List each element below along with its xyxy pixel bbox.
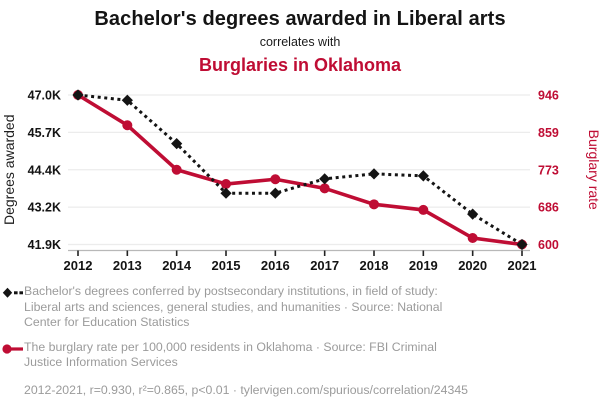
data-point-diamond [417, 170, 429, 182]
legend-label-burglary: The burglary rate per 100,000 residents … [24, 339, 437, 370]
data-point-diamond [171, 138, 183, 150]
page-title: Bachelor's degrees awarded in Liberal ar… [94, 8, 506, 30]
left-axis-tick-label: 43.2K [28, 201, 61, 215]
data-point-circle [122, 120, 133, 131]
correlates-with-label: correlates with [259, 35, 341, 49]
data-point-diamond [269, 187, 281, 199]
data-point-circle [467, 233, 478, 244]
legend-label-degrees: Bachelor's degrees conferred by postseco… [24, 284, 443, 329]
right-axis-title: Burglary rate [586, 130, 600, 210]
right-axis-tick-label: 600 [538, 238, 559, 252]
stats-footer: 2012-2021, r=0.930, r²=0.865, p<0.01 · t… [24, 382, 468, 397]
data-point-diamond [319, 173, 331, 185]
left-axis-tick-label: 47.0K [28, 89, 61, 103]
x-axis-year-label: 2016 [261, 258, 290, 273]
x-axis-year-label: 2017 [310, 258, 339, 273]
x-axis-year-label: 2013 [113, 258, 142, 273]
data-point-diamond [516, 238, 528, 251]
left-axis-tick-label: 44.4K [28, 163, 61, 177]
secondary-title: Burglaries in Oklahoma [198, 55, 402, 75]
right-axis-tick-label: 859 [538, 126, 559, 140]
chart-plot: 47.0K 946 45.7K 859 44.4K 773 43.2K 686 41.9K 600… [1, 89, 600, 274]
data-point-diamond [368, 168, 380, 180]
left-axis-title: Degrees awarded [1, 114, 17, 225]
dashed-diamond-series-marker-icon [2, 287, 23, 298]
right-axis-tick-label: 946 [538, 89, 559, 103]
series-line-left [77, 93, 523, 246]
solid-circle-series-marker-icon [2, 343, 23, 354]
data-point-diamond [121, 94, 133, 106]
data-point-diamond [467, 208, 479, 220]
data-point-circle [270, 174, 281, 185]
data-point-diamond [220, 187, 232, 199]
header: Bachelor's degrees awarded in Liberal ar… [0, 0, 600, 77]
legend: Bachelor's degrees conferred by postseco… [0, 278, 600, 371]
data-point-circle [171, 164, 182, 175]
left-axis-tick-label: 41.9K [28, 238, 61, 252]
data-point-circle [418, 204, 429, 215]
x-axis-year-label: 2014 [162, 258, 192, 273]
x-axis-year-label: 2019 [409, 258, 438, 273]
right-axis-tick-label: 773 [538, 163, 559, 177]
data-point-circle [369, 199, 379, 210]
series-line-right [77, 93, 523, 247]
legend-item-degrees: Bachelor's degrees conferred by postseco… [2, 284, 600, 331]
x-axis-year-label: 2020 [458, 258, 487, 273]
left-axis-tick-label: 45.7K [28, 126, 61, 140]
data-point-diamond [72, 89, 84, 101]
right-axis-tick-label: 686 [538, 201, 559, 215]
data-point-circle [319, 183, 330, 194]
x-axis-year-label: 2018 [360, 258, 389, 273]
legend-item-burglary: The burglary rate per 100,000 residents … [2, 340, 600, 371]
data-point-circle [221, 179, 231, 190]
x-axis-year-label: 2012 [64, 258, 93, 273]
x-axis-year-label: 2015 [212, 258, 241, 273]
x-axis-year-label: 2021 [508, 258, 537, 273]
